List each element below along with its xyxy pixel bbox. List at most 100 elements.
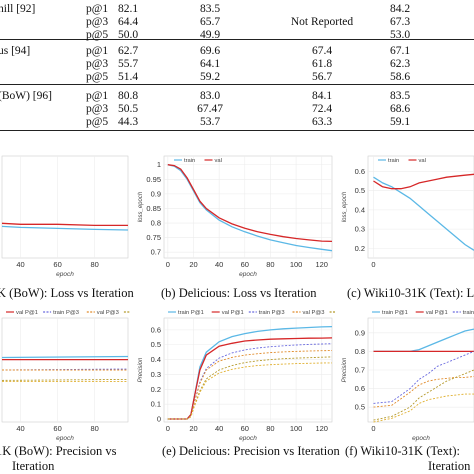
value-cell: 67.47 (197, 103, 223, 115)
value-cell: 67.1 (389, 45, 411, 57)
table-rule (0, 84, 474, 85)
y-tick-label: 1 (157, 160, 161, 169)
metric-cell: p@1 (86, 45, 109, 57)
series-line-train-p5 (373, 369, 474, 421)
method-name-cell: hill [92] (0, 3, 36, 15)
table-row: p@5 44.3 53.7 63.3 59.1 (0, 115, 474, 129)
value-cell: 67.3 (389, 16, 411, 28)
x-tick-label: 100 (290, 260, 303, 269)
x-tick-label: 60 (241, 424, 249, 433)
caption-b: (b) Delicious: Loss vs Iteration (161, 286, 317, 300)
x-axis-title: epoch (239, 271, 257, 278)
plot-c-loss: 0.2 0.3 0.4 0.5 0.6 0 loss_epoch train val (338, 148, 474, 280)
y-tick-label: 0.6 (355, 167, 365, 176)
table-row: p@3 55.7 64.1 61.8 62.3 (0, 57, 474, 71)
value-cell: 83.0 (199, 90, 221, 102)
value-cell: 64.4 (117, 16, 139, 28)
legend-label: train P@1 (382, 310, 408, 316)
x-tick-label: 80 (90, 260, 98, 269)
y-tick-label: 0.6 (355, 384, 365, 393)
y-tick-label: 0.3 (355, 225, 365, 234)
value-cell: 58.6 (389, 71, 411, 83)
x-tick-label: 60 (53, 260, 61, 269)
value-cell: 51.4 (117, 71, 139, 83)
metric-cell: p@5 (86, 71, 109, 83)
value-cell: 61.8 (311, 58, 333, 70)
value-cell: 84.1 (311, 90, 333, 102)
table-row: hill [92] p@1 82.1 83.5 84.2 (0, 2, 474, 16)
x-tick-label: 60 (53, 424, 61, 433)
value-cell: 69.6 (199, 45, 221, 57)
metric-cell: p@3 (86, 58, 109, 70)
table-row: p@3 50.5 67.47 72.4 68.6 (0, 102, 474, 116)
series-line-train (1, 225, 129, 231)
caption-c: (c) Wiki10-31K (Text): Lo (347, 286, 474, 300)
y-tick-label: 0.4 (355, 205, 365, 214)
y-tick-label: 0.8 (151, 219, 161, 228)
value-cell: 49.9 (199, 29, 221, 41)
y-tick-label: 0.6 (151, 325, 161, 334)
y-tick-label: 0.5 (355, 186, 365, 195)
legend-label: train P@3 (259, 310, 285, 316)
value-cell: 68.6 (389, 103, 411, 115)
value-cell: 55.7 (117, 58, 139, 70)
y-tick-label: 0.95 (146, 175, 161, 184)
value-cell: 62.7 (117, 45, 139, 57)
plot-area (1, 155, 129, 259)
y-tick-label: 0 (157, 415, 161, 424)
x-axis-title: epoch (412, 435, 430, 442)
results-table: hill [92] p@1 82.1 83.5 84.2 p@3 64.4 65.7 Not R… (0, 0, 474, 135)
metric-cell: p@1 (86, 90, 109, 102)
table-row: p@5 50.0 49.9 53.0 (0, 28, 474, 42)
table-rule (0, 39, 474, 40)
legend-label: val P@1 (16, 310, 38, 316)
series-line-train-p3 (1, 368, 129, 371)
plot-b-loss: 0.7 0.75 0.8 0.85 0.9 0.95 1 0 20 40 60 80 100 120 epo… (134, 148, 336, 280)
x-axis-title: epoch (239, 435, 257, 442)
y-tick-label: 0.9 (355, 328, 365, 337)
y-axis-title: Precision (342, 357, 348, 382)
x-tick-label: 40 (16, 424, 24, 433)
series-line-val-p3 (373, 376, 474, 408)
y-tick-label: 0.75 (146, 233, 161, 242)
y-axis-title: loss_epoch (138, 191, 144, 222)
table-row: p@3 64.4 65.7 Not Reported 67.3 (0, 15, 474, 29)
x-tick-label: 120 (315, 424, 328, 433)
plot-e-precision: 0 0.1 0.2 0.3 0.4 0.5 0.6 0 20 40 60 80 100 120 epoch P… (134, 304, 336, 444)
series-line-train (373, 176, 474, 251)
x-tick-label: 80 (266, 424, 274, 433)
chart-e-svg: 0 0.1 0.2 0.3 0.4 0.5 0.6 0 20 40 60 80 100 120 epoch P… (138, 310, 336, 442)
plot-a-loss: 40 60 80 epoch (0, 148, 130, 280)
table-row: us [94] p@1 62.7 69.6 67.4 67.1 (0, 44, 474, 58)
caption-f-line1: (f) Wiki10-31K (Text): (345, 444, 461, 458)
table-row: p@5 51.4 59.2 56.7 58.6 (0, 70, 474, 84)
x-tick-label: 0 (371, 260, 375, 269)
plot-area (163, 155, 333, 259)
x-axis-title: epoch (56, 271, 74, 278)
legend-label: train P@1 (178, 310, 204, 316)
x-tick-label: 0 (166, 260, 170, 269)
x-tick-label: 40 (16, 260, 24, 269)
value-cell: 59.1 (389, 116, 411, 128)
y-tick-label: 0.1 (151, 400, 161, 409)
x-tick-label: 80 (90, 424, 98, 433)
metric-cell: p@3 (86, 16, 109, 28)
chart-c-svg: 0.2 0.3 0.4 0.5 0.6 0 loss_epoch train val (342, 155, 474, 269)
y-axis-title: loss_epoch (342, 191, 348, 222)
y-tick-label: 0.4 (151, 355, 161, 364)
x-tick-label: 20 (189, 424, 197, 433)
series-line-train (167, 164, 333, 252)
value-cell: 53.7 (199, 116, 221, 128)
table-row: (BoW) [96] p@1 80.8 83.0 84.1 83.5 (0, 89, 474, 103)
caption-e: (e) Delicious: Precision vs Iteration (162, 444, 340, 458)
value-cell: 72.4 (311, 103, 333, 115)
value-cell: 65.7 (199, 16, 221, 28)
legend-label: val P@3 (303, 310, 325, 316)
value-cell: 80.8 (117, 90, 139, 102)
legend-label: val P@1 (426, 310, 448, 316)
legend-label: train (388, 158, 399, 164)
x-tick-label: 120 (315, 260, 328, 269)
legend-label: val P@3 (97, 310, 119, 316)
x-tick-label: 20 (189, 260, 197, 269)
